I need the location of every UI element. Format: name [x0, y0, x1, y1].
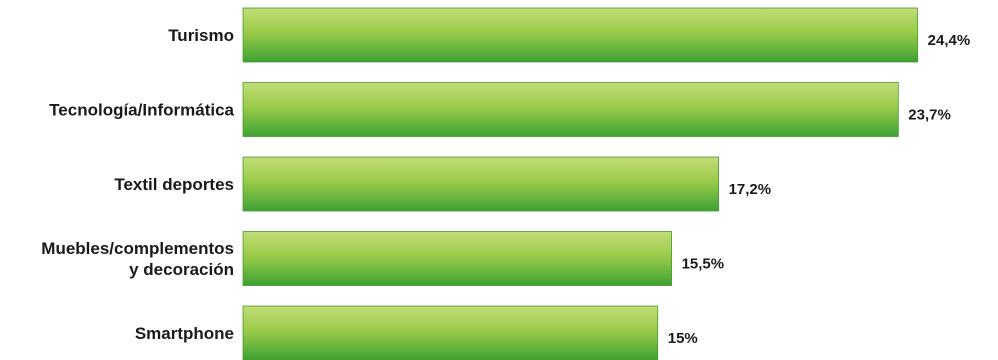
- bar-0: [242, 7, 919, 63]
- value-label-0: 24,4%: [928, 32, 971, 49]
- value-label-1: 23,7%: [908, 107, 951, 124]
- category-labels: Turismo Tecnología/Informática Textil depo…: [41, 26, 234, 343]
- bar-3: [242, 231, 672, 286]
- category-label-line: Textil deportes: [114, 175, 234, 194]
- category-label-line: Smartphone: [135, 324, 234, 343]
- category-label-3: Muebles/complementos y decoración: [41, 239, 234, 279]
- value-label-3: 15,5%: [682, 256, 725, 273]
- category-label-0: Turismo: [168, 26, 234, 45]
- category-label-2: Textil deportes: [114, 175, 234, 194]
- value-label-2: 17,2%: [729, 181, 772, 198]
- category-label-4: Smartphone: [135, 324, 234, 343]
- bar-4: [242, 305, 659, 360]
- value-labels: 24,4% 23,7% 17,2% 15,5% 15%: [668, 32, 970, 347]
- bars-group: [242, 7, 919, 360]
- category-label-line: y decoración: [129, 260, 234, 279]
- bar-2: [242, 156, 719, 212]
- category-label-line: Tecnología/Informática: [49, 101, 234, 120]
- category-label-line: Turismo: [168, 26, 234, 45]
- value-label-4: 15%: [668, 330, 698, 347]
- category-label-line: Muebles/complementos: [41, 239, 234, 258]
- bar-1: [242, 82, 899, 137]
- category-label-1: Tecnología/Informática: [49, 101, 234, 120]
